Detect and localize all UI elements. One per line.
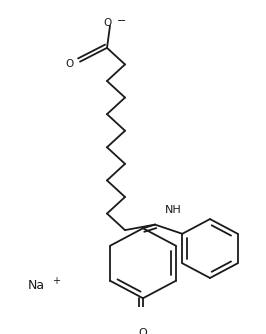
Text: −: −: [117, 16, 127, 26]
Text: Na: Na: [28, 279, 45, 292]
Text: NH: NH: [165, 205, 182, 215]
Text: O: O: [104, 18, 112, 28]
Text: +: +: [52, 276, 60, 286]
Text: O: O: [139, 328, 147, 334]
Text: O: O: [66, 59, 74, 69]
